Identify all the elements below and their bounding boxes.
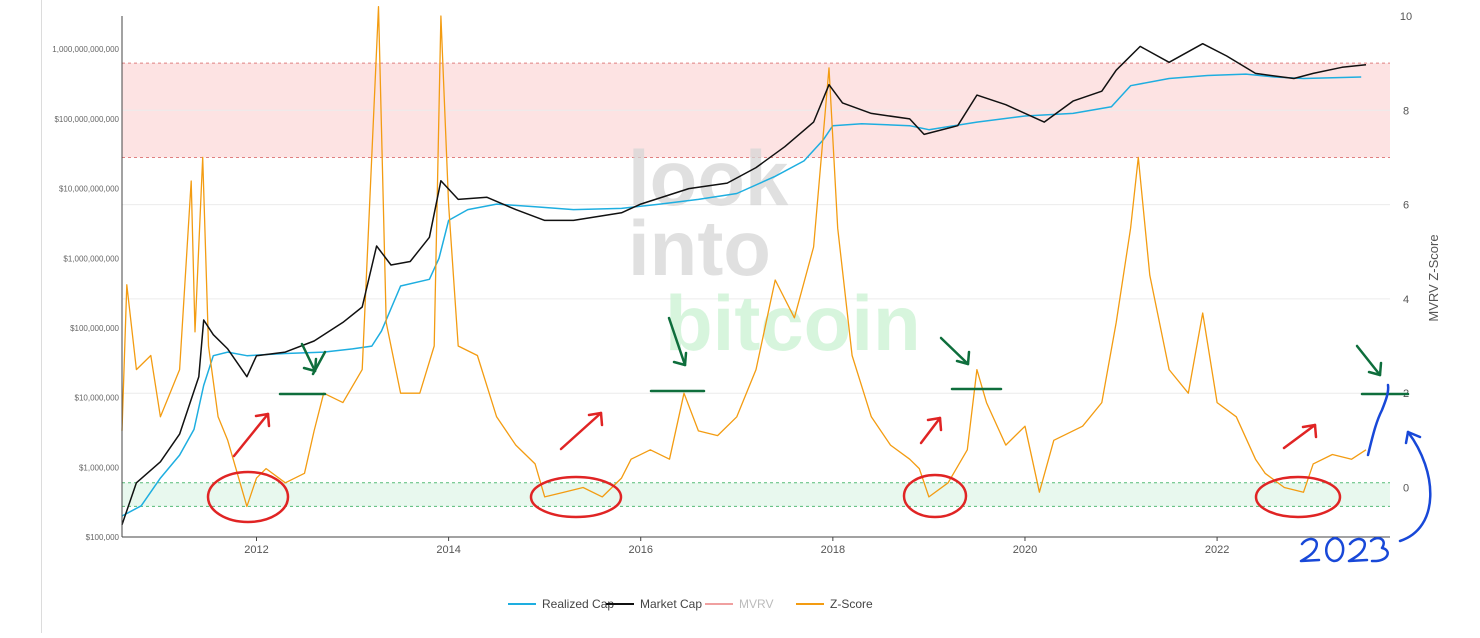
band-undervalued [122, 482, 1390, 507]
green-arrow-head [955, 350, 971, 366]
handwritten-2023-digit [1325, 536, 1345, 563]
x-tick-label: 2020 [1013, 544, 1037, 556]
bottom-zone-circle [1254, 475, 1342, 519]
y-right-tick-label: 4 [1403, 294, 1409, 306]
green-arrow [1355, 344, 1382, 377]
legend: Realized Cap Market Cap MVRV Z-Score [508, 597, 873, 611]
legend-item: MVRV [705, 597, 773, 611]
y-left-tick-label: $100,000 [86, 533, 120, 542]
green-arrow-head [672, 351, 688, 367]
handwritten-2023-digit [1299, 537, 1321, 563]
y-left-tick-label: $1,000,000,000 [63, 254, 119, 263]
legend-label: MVRV [739, 597, 773, 611]
plot-series [121, 5, 1367, 525]
green-arrow-head [1367, 361, 1383, 377]
green-arrow [311, 350, 327, 376]
red-arrow-head [926, 416, 943, 432]
series-line-realized-cap [121, 73, 1362, 517]
y-left-tick-label: 1,000,000,000,000 [52, 45, 119, 54]
y-right-axis-title: MVRV Z-Score [1426, 234, 1441, 321]
red-arrow [919, 416, 942, 445]
y-left-tick-label: $100,000,000,000 [54, 115, 119, 124]
x-tick-label: 2018 [821, 544, 845, 556]
green-arrow [300, 342, 317, 373]
x-tick-label: 2016 [628, 544, 652, 556]
x-tick-label: 2022 [1205, 544, 1229, 556]
blue-curved-arrow [1398, 430, 1432, 543]
x-tick-label: 2014 [436, 544, 460, 556]
y-left-tick-label: $1,000,000 [79, 463, 120, 472]
y-left-tick-label: $100,000,000 [70, 324, 119, 333]
watermark-text: look [628, 134, 789, 222]
series-line-z-score [121, 5, 1367, 508]
green-arrow [939, 336, 970, 366]
y-right-tick-label: 6 [1403, 200, 1409, 212]
y-right-tick-label: 8 [1403, 105, 1409, 117]
handwritten-2023-digit [1347, 537, 1369, 563]
y-left-tick-label: $10,000,000 [75, 394, 120, 403]
handwritten-2023-digit [1369, 536, 1389, 563]
red-arrow-head [254, 412, 271, 428]
y-right-tick-label: 0 [1403, 482, 1409, 494]
y-right-tick-label: 10 [1400, 11, 1412, 23]
red-arrow [1282, 423, 1317, 450]
legend-label: Market Cap [640, 597, 702, 611]
axes: 1,000,000,000,000 $100,000,000,000 $10,000… [52, 11, 1441, 556]
red-arrow-head [587, 411, 604, 427]
red-arrow-head [1301, 423, 1318, 439]
grid-lines [122, 109, 1390, 394]
green-arrow [667, 316, 687, 367]
legend-item: Market Cap [606, 597, 702, 611]
bottom-zone-circle [902, 473, 968, 519]
red-arrow [232, 412, 270, 458]
x-tick-label: 2012 [244, 544, 268, 556]
legend-label: Z-Score [830, 597, 873, 611]
bottom-zone-circle [529, 475, 623, 519]
series-line-market-cap [121, 42, 1367, 525]
red-arrow [559, 411, 603, 451]
watermark-text: into [628, 204, 771, 292]
blue-projection-line [1366, 383, 1390, 457]
hand-annotations [206, 316, 1432, 563]
bottom-zone-circle [206, 470, 290, 524]
legend-item: Realized Cap [508, 597, 614, 611]
blue-arrow-head [1404, 430, 1422, 445]
page-divider [41, 0, 42, 633]
y-left-tick-label: $10,000,000,000 [59, 185, 120, 194]
legend-label: Realized Cap [542, 597, 614, 611]
legend-item: Z-Score [796, 597, 873, 611]
watermark-text: bitcoin [665, 279, 921, 367]
